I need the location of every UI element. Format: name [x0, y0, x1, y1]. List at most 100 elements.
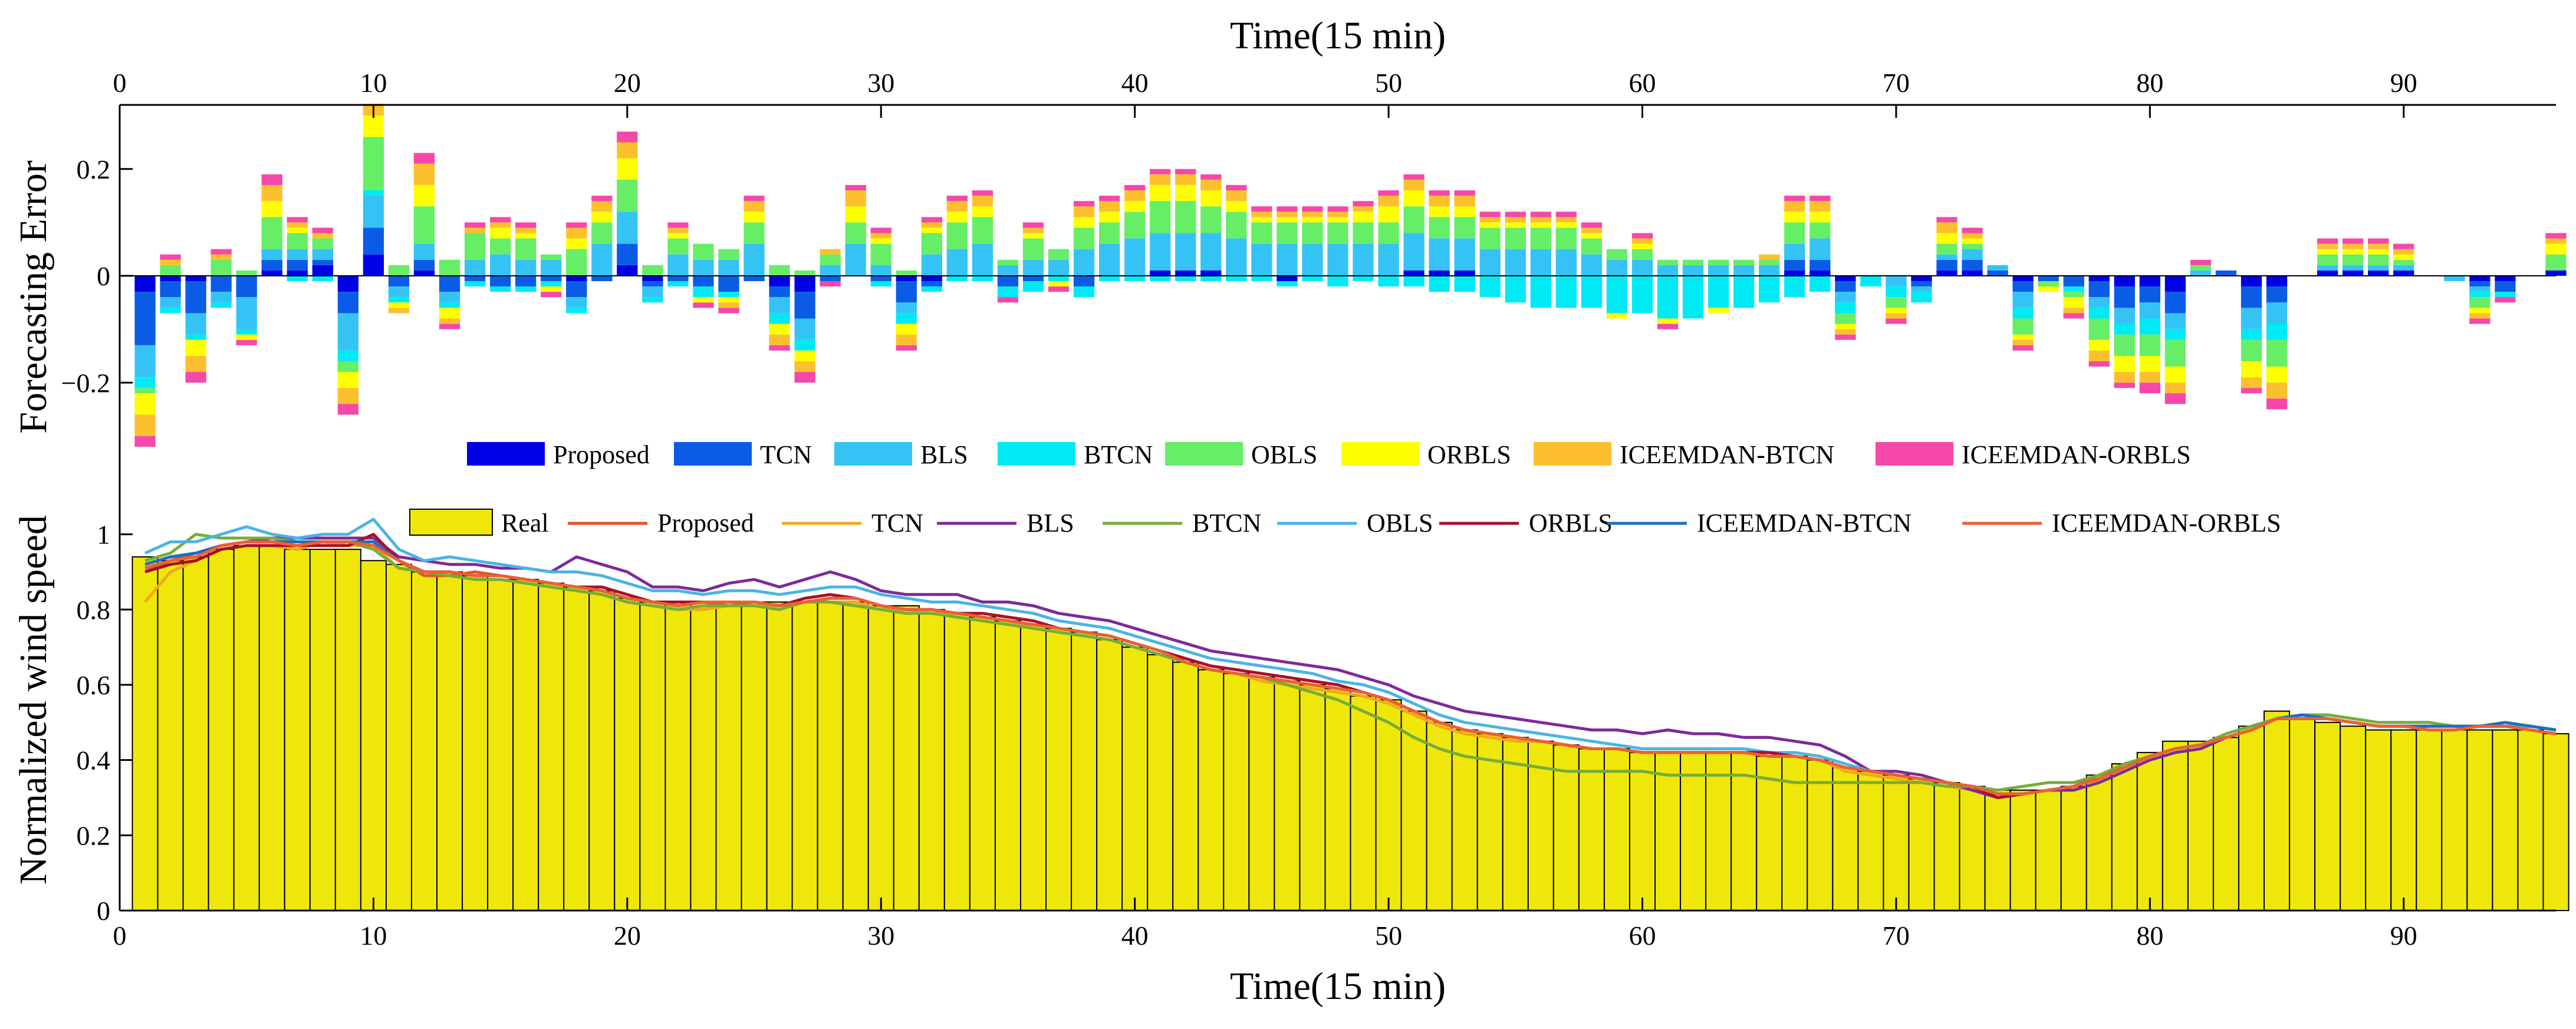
top-legend-label-3: BTCN	[1084, 440, 1153, 469]
error-bar-segment-4-28	[845, 222, 866, 244]
error-bar-segment-7-77	[2088, 361, 2110, 367]
error-bar-segment-3-58	[1606, 276, 1628, 314]
error-bar-segment-6-64	[1759, 254, 1780, 260]
error-bar-segment-5-35	[1022, 233, 1044, 239]
error-bar-segment-1-73	[1987, 270, 2008, 276]
error-bar-segment-0-84	[2266, 276, 2288, 287]
top-legend-swatch-5	[1341, 442, 1419, 466]
real-bar-58	[1603, 748, 1630, 912]
error-bar-segment-6-42	[1200, 179, 1222, 190]
error-bar-segment-4-5	[261, 217, 282, 249]
error-bar-segment-3-37	[1073, 286, 1095, 298]
error-bar-segment-2-87	[2343, 265, 2364, 271]
error-bar-segment-2-12	[439, 292, 460, 303]
error-bar-segment-3-56	[1555, 276, 1577, 308]
error-bar-segment-5-80	[2164, 367, 2186, 383]
error-bar-segment-5-49	[1378, 206, 1399, 223]
real-bar-59	[1628, 751, 1656, 911]
error-bar-segment-7-12	[439, 324, 460, 329]
error-bar-segment-5-14	[489, 227, 511, 239]
error-bar-segment-6-21	[667, 227, 689, 233]
error-bar-segment-4-49	[1378, 222, 1399, 244]
error-bar-segment-0-31	[921, 276, 942, 282]
top-legend-label-7: ICEEMDAN-ORBLS	[1962, 440, 2191, 469]
error-bar-segment-0-5	[261, 270, 282, 276]
error-bar-segment-4-78	[2114, 334, 2135, 356]
error-bar-segment-3-14	[489, 286, 511, 292]
error-bar-segment-3-39	[1124, 276, 1146, 282]
real-bar-91	[2441, 729, 2468, 911]
error-bar-segment-7-40	[1150, 169, 1171, 174]
real-bar-70	[1908, 778, 1935, 911]
error-bar-segment-2-79	[2139, 302, 2160, 319]
error-bar-segment-3-1	[160, 308, 181, 314]
error-bar-segment-6-56	[1555, 217, 1577, 223]
bottom-x-tick-label-5: 50	[1375, 921, 1402, 951]
error-bar-segment-7-2	[185, 372, 206, 383]
error-bar-segment-5-72	[1962, 238, 1983, 244]
bottom-legend-swatch-real	[409, 509, 493, 536]
error-bar-segment-6-26	[794, 361, 815, 372]
error-bar-segment-6-6	[287, 222, 308, 228]
error-bar-segment-6-67	[1835, 329, 1856, 335]
error-bar-segment-5-37	[1073, 217, 1095, 228]
real-bar-62	[1705, 751, 1732, 911]
real-bar-3	[208, 549, 235, 911]
error-bar-segment-3-41	[1175, 276, 1196, 282]
error-bar-segment-6-5	[261, 184, 282, 202]
error-bar-segment-3-83	[2241, 329, 2262, 340]
error-bar-segment-5-36	[1048, 281, 1070, 287]
error-bar-segment-3-70	[1911, 292, 1932, 303]
error-bar-segment-3-35	[1022, 281, 1044, 292]
error-bar-segment-2-51	[1429, 238, 1450, 271]
error-bar-segment-7-13	[464, 222, 486, 228]
error-bar-segment-3-23	[718, 292, 739, 298]
error-bar-segment-4-80	[2164, 339, 2186, 367]
error-bar-segment-7-4	[236, 339, 257, 345]
bottom-x-tick-label-7: 70	[1883, 921, 1910, 951]
real-bar-41	[1172, 661, 1199, 912]
error-bar-segment-6-39	[1124, 190, 1146, 202]
error-bar-segment-3-44	[1251, 276, 1272, 282]
error-bar-segment-0-89	[2393, 270, 2414, 276]
error-bar-segment-6-33	[972, 196, 993, 207]
error-bar-segment-2-24	[743, 243, 765, 276]
error-bar-segment-7-74	[2012, 345, 2034, 351]
error-bar-segment-4-35	[1022, 238, 1044, 260]
top-x-axis-title: Time(15 min)	[1230, 14, 1446, 57]
real-bar-82	[2212, 737, 2239, 911]
error-bar-segment-3-92	[2469, 292, 2491, 298]
error-bar-segment-4-51	[1429, 217, 1450, 239]
top-legend-swatch-0	[467, 442, 545, 466]
error-bar-segment-2-22	[693, 259, 714, 276]
error-bar-segment-4-41	[1175, 201, 1196, 233]
error-bar-segment-7-66	[1810, 196, 1831, 202]
error-bar-segment-0-6	[287, 270, 308, 276]
error-bar-segment-2-9	[363, 196, 384, 228]
bottom-x-tick-label-1: 10	[360, 921, 387, 951]
error-bar-segment-6-15	[515, 227, 537, 233]
top-y-tick-label-2: 0.2	[77, 154, 111, 184]
error-bar-segment-3-21	[667, 281, 689, 287]
error-bar-segment-4-64	[1759, 259, 1780, 265]
error-bar-segment-7-18	[591, 196, 613, 202]
error-bar-segment-1-31	[921, 281, 942, 287]
error-bar-segment-3-57	[1581, 276, 1603, 308]
error-bar-segment-7-76	[2063, 313, 2084, 319]
error-bar-segment-4-34	[997, 259, 1019, 265]
error-bar-segment-6-7	[312, 233, 333, 239]
error-bar-segment-5-48	[1353, 212, 1374, 223]
error-bar-segment-0-79	[2139, 276, 2160, 287]
error-bar-segment-1-30	[896, 281, 917, 303]
error-bar-segment-7-41	[1175, 169, 1196, 174]
error-bar-segment-7-95	[2545, 233, 2567, 239]
error-bar-segment-4-79	[2139, 334, 2160, 356]
error-bar-segment-6-13	[464, 227, 486, 233]
error-bar-segment-4-43	[1226, 212, 1247, 239]
error-bar-segment-2-80	[2164, 313, 2186, 329]
top-legend-swatch-1	[674, 442, 752, 466]
error-bar-segment-2-62	[1708, 265, 1729, 276]
error-bar-segment-0-83	[2241, 276, 2262, 287]
error-bar-segment-3-16	[541, 281, 562, 287]
